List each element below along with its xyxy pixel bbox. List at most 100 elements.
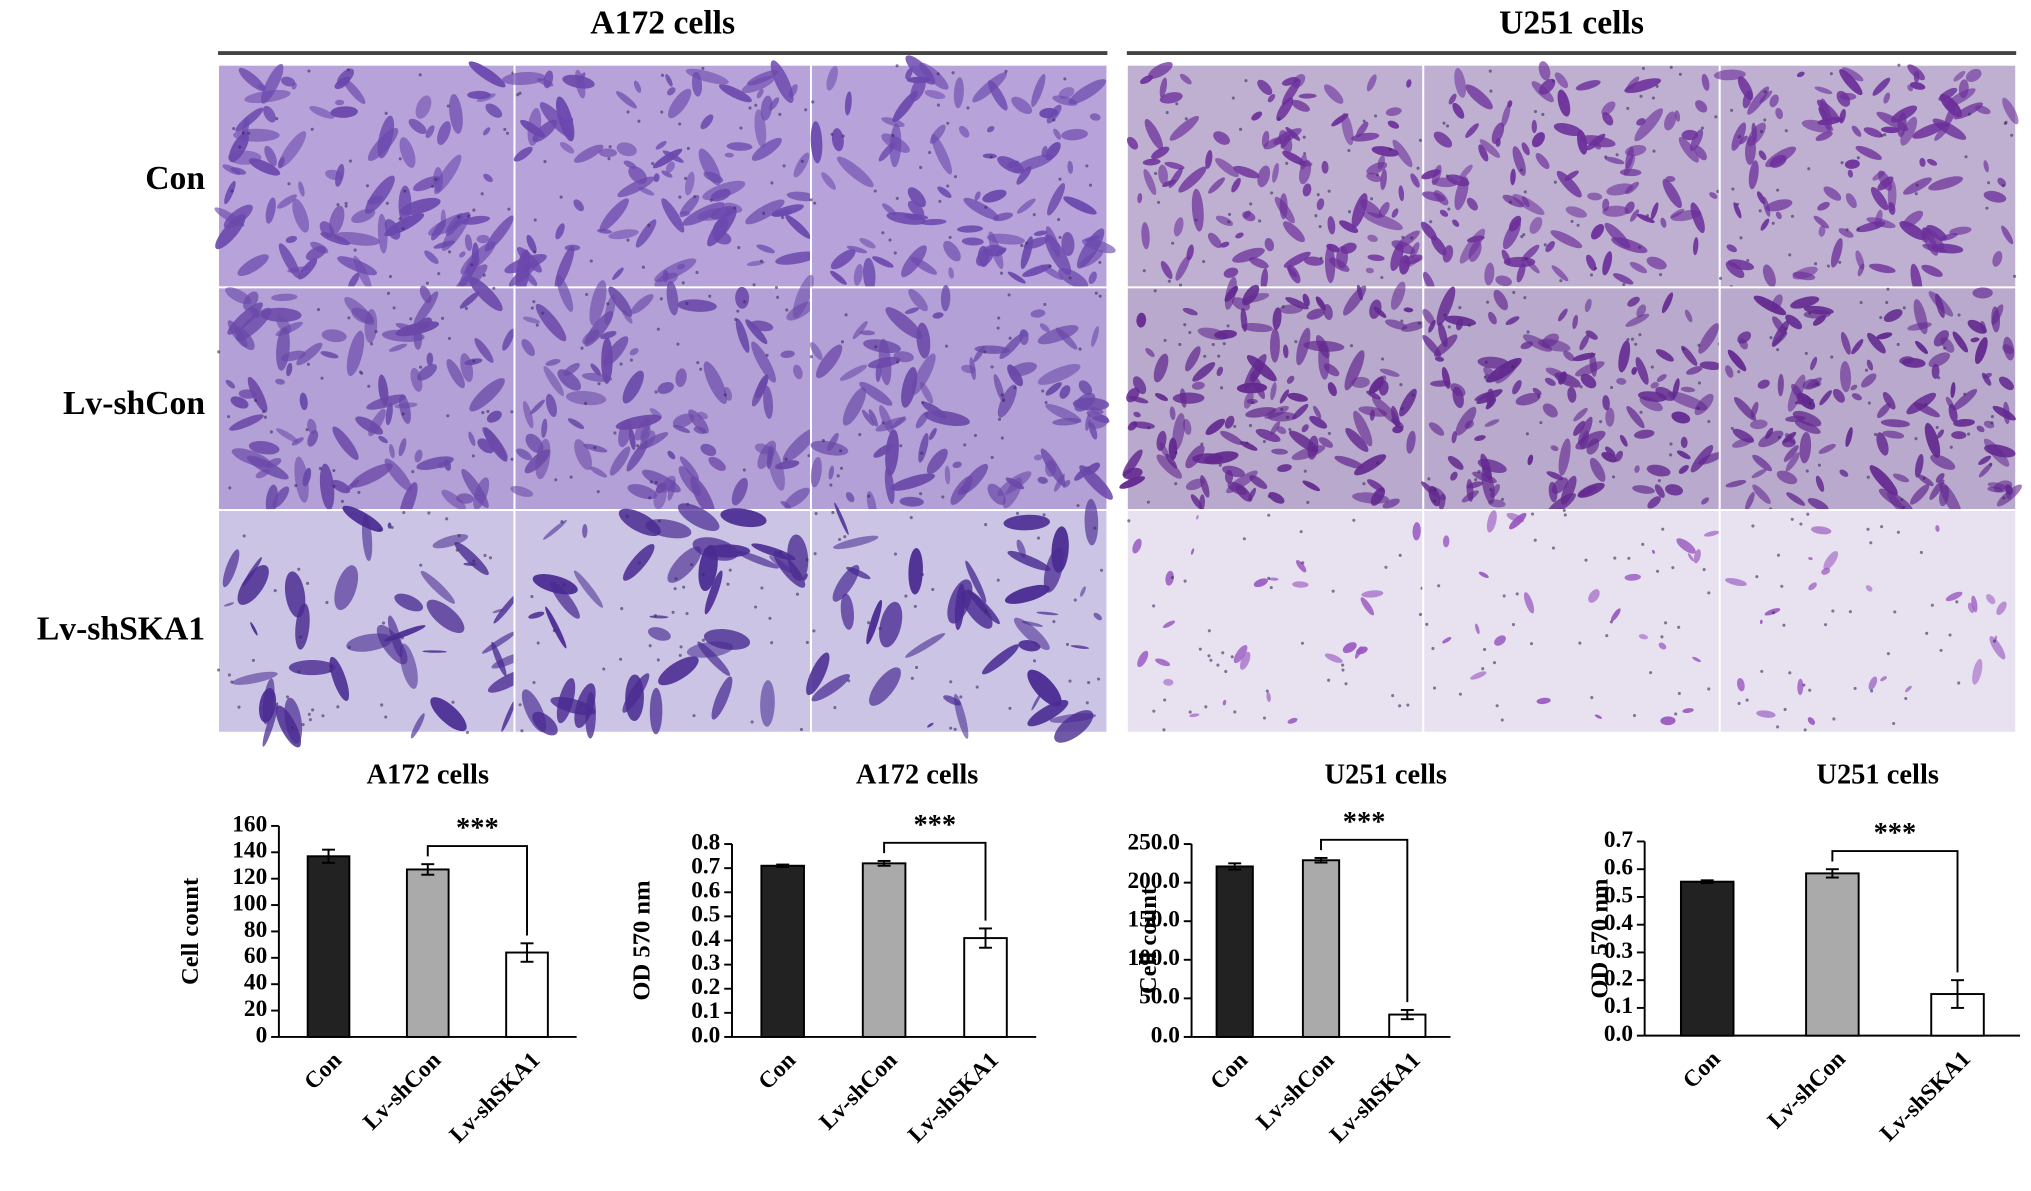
error-bar bbox=[979, 927, 992, 949]
pore bbox=[649, 480, 653, 484]
pore bbox=[1406, 703, 1410, 707]
cell bbox=[573, 570, 604, 608]
cell bbox=[859, 330, 876, 336]
pore bbox=[1869, 541, 1873, 545]
cell bbox=[1529, 216, 1543, 234]
pore bbox=[813, 201, 817, 205]
cell bbox=[1047, 183, 1066, 216]
pore bbox=[1175, 102, 1179, 106]
cell bbox=[911, 353, 936, 396]
cell bbox=[926, 448, 948, 475]
cell bbox=[1952, 388, 1978, 411]
bar bbox=[306, 855, 351, 1038]
pore bbox=[1008, 706, 1012, 710]
cell bbox=[563, 362, 580, 376]
cell bbox=[893, 351, 914, 363]
pore bbox=[867, 621, 871, 625]
cell bbox=[622, 673, 650, 713]
cell bbox=[1354, 454, 1387, 476]
pore bbox=[419, 563, 423, 567]
pore bbox=[1500, 497, 1505, 501]
pore bbox=[1447, 325, 1451, 329]
cell bbox=[335, 99, 345, 106]
pore bbox=[1985, 206, 1989, 210]
cell bbox=[920, 382, 934, 404]
cell bbox=[1876, 432, 1889, 456]
cell bbox=[982, 189, 1007, 203]
pore bbox=[1068, 276, 1072, 280]
cell bbox=[1756, 191, 1766, 205]
cell bbox=[1856, 221, 1886, 233]
cell bbox=[932, 312, 944, 319]
cell bbox=[1039, 323, 1050, 333]
cell bbox=[1698, 323, 1720, 354]
pore bbox=[602, 667, 606, 671]
cell bbox=[539, 102, 573, 138]
cell bbox=[1274, 196, 1295, 224]
pore bbox=[920, 451, 924, 455]
pore bbox=[1209, 658, 1213, 662]
pore bbox=[318, 466, 322, 471]
pore bbox=[951, 71, 955, 75]
pore bbox=[1153, 289, 1157, 293]
pore bbox=[377, 528, 382, 532]
pore bbox=[1641, 66, 1646, 70]
cell bbox=[250, 622, 258, 636]
cell bbox=[1508, 215, 1522, 232]
cell bbox=[830, 270, 847, 285]
cell bbox=[332, 426, 359, 461]
y-tick-label: 0.8 bbox=[691, 829, 720, 855]
cell bbox=[1018, 640, 1041, 652]
significance-bracket bbox=[1831, 850, 1959, 973]
pore bbox=[2002, 496, 2006, 500]
pore bbox=[1541, 112, 1545, 117]
cell bbox=[232, 671, 278, 685]
cell bbox=[627, 483, 658, 500]
cell bbox=[1145, 348, 1155, 357]
pore bbox=[409, 317, 413, 321]
pore bbox=[660, 73, 665, 77]
cell bbox=[1341, 112, 1354, 146]
pore bbox=[418, 73, 422, 77]
cell bbox=[1279, 304, 1304, 314]
pore bbox=[1651, 96, 1655, 100]
pore bbox=[899, 444, 903, 448]
pore bbox=[472, 359, 476, 363]
cell bbox=[413, 291, 439, 327]
cell bbox=[1928, 352, 1951, 368]
cell bbox=[1655, 349, 1674, 362]
pore bbox=[238, 145, 242, 149]
cell bbox=[1776, 470, 1798, 485]
pore bbox=[1814, 262, 1818, 266]
cell bbox=[1646, 256, 1667, 270]
cell bbox=[1624, 201, 1635, 214]
cell bbox=[1538, 61, 1551, 81]
cell bbox=[890, 473, 936, 491]
cell bbox=[810, 121, 823, 164]
pore bbox=[651, 162, 655, 166]
cell bbox=[1433, 334, 1458, 357]
pore bbox=[726, 582, 730, 586]
pore bbox=[1853, 686, 1857, 690]
cell bbox=[1287, 392, 1308, 402]
pore bbox=[530, 595, 534, 599]
cell bbox=[1326, 243, 1340, 253]
pore bbox=[446, 414, 450, 418]
pore bbox=[1341, 663, 1345, 667]
cell bbox=[1991, 306, 2001, 333]
pore bbox=[321, 714, 325, 718]
cell bbox=[1560, 475, 1577, 505]
pore bbox=[1520, 235, 1524, 239]
cell bbox=[1792, 271, 1816, 281]
pore bbox=[1760, 669, 1764, 673]
cell bbox=[1876, 332, 1893, 340]
pore bbox=[390, 525, 394, 529]
pore bbox=[1270, 191, 1274, 195]
cell bbox=[771, 204, 804, 217]
cell bbox=[1751, 122, 1758, 143]
cell bbox=[275, 321, 303, 337]
cell bbox=[866, 599, 883, 645]
pore bbox=[1327, 189, 1331, 193]
pore bbox=[1771, 611, 1776, 615]
cell bbox=[492, 608, 504, 614]
